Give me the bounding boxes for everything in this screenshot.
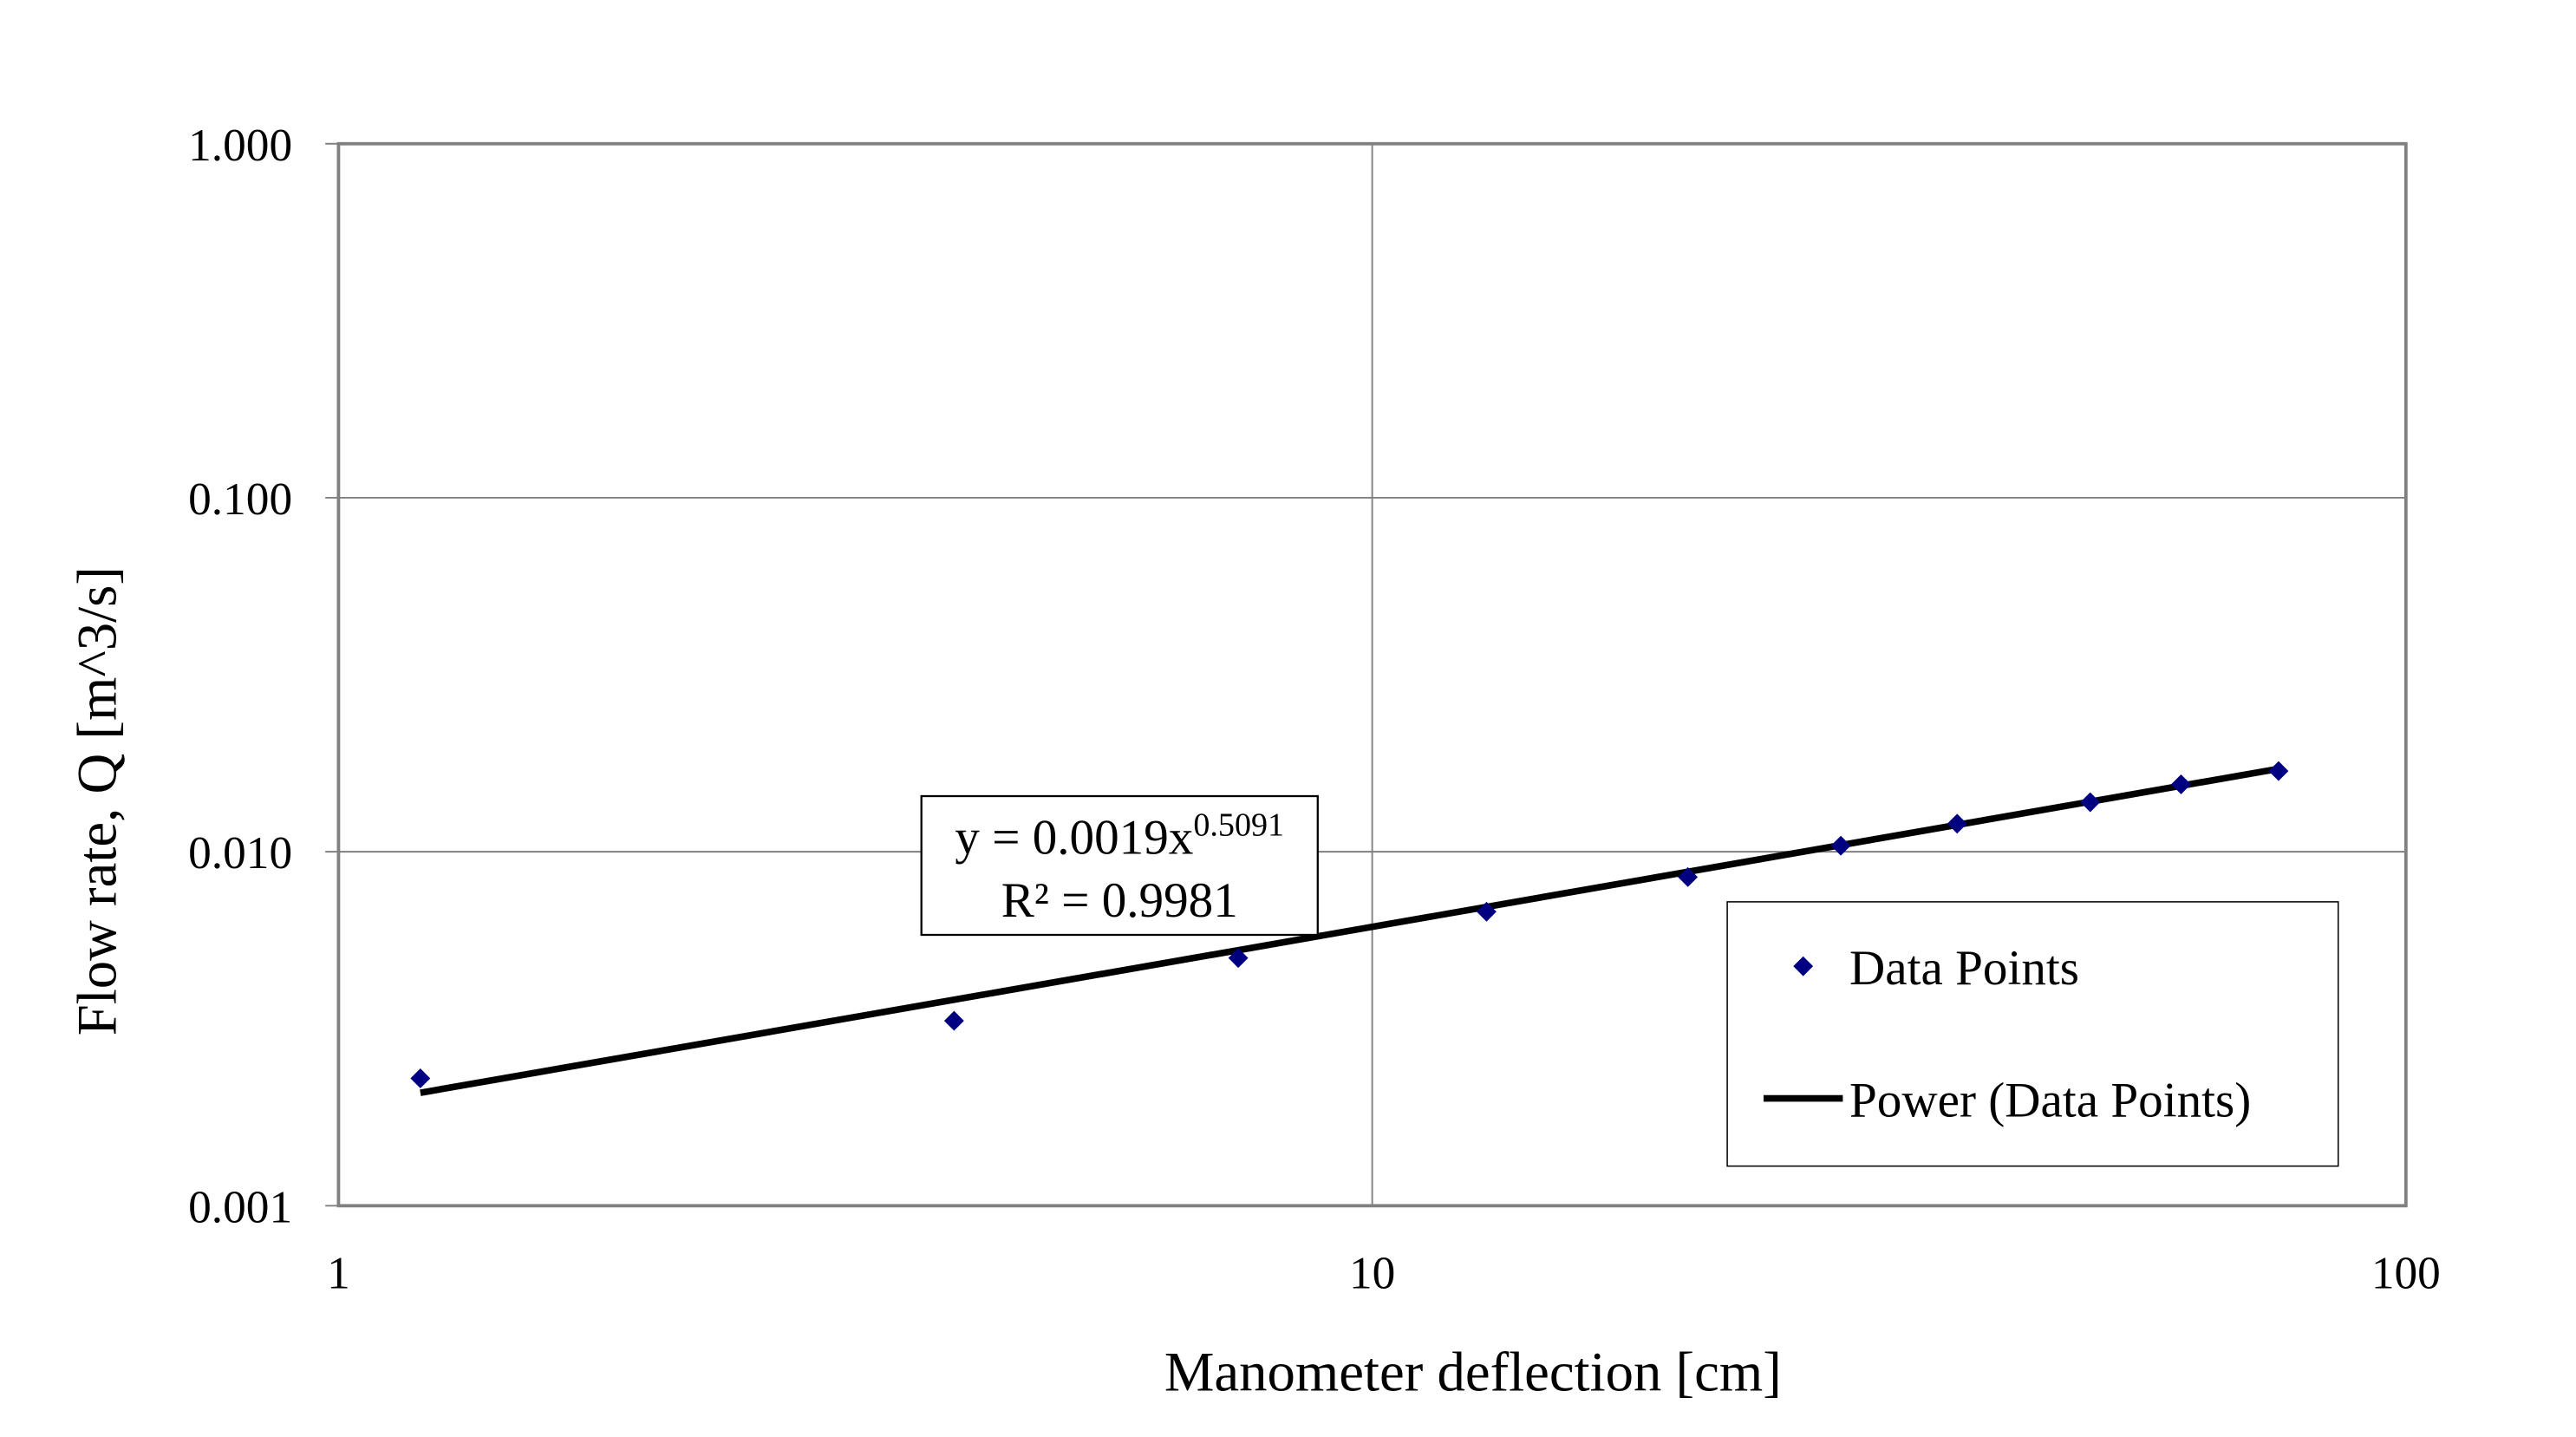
data-point [410,1068,431,1088]
data-point [1678,866,1699,887]
equation-box: y = 0.0019x0.5091 R² = 0.9981 [920,794,1319,937]
trendline [420,765,2279,1096]
data-point [1830,835,1851,856]
data-point [1228,948,1249,969]
x-axis: 1 10 100 [327,1247,2441,1299]
data-point [943,1010,964,1031]
legend-label-power: Power (Data Points) [1849,1073,2251,1127]
data-point [1477,901,1497,922]
data-point [2268,761,2289,781]
power-trendline [420,765,2279,1096]
x-tick-label: 100 [2371,1247,2441,1299]
y-tick-label: 1.000 [188,119,292,171]
equation-exponent: 0.5091 [1193,807,1284,844]
legend: Data Points Power (Data Points) [1726,901,2339,1167]
x-axis-label: Manometer deflection [cm] [1164,1342,1782,1404]
r-squared-text: R² = 0.9981 [1001,873,1238,928]
svg-text:y = 0.0019x0.5091: y = 0.0019x0.5091 [955,807,1284,865]
y-axis-label: Flow rate, Q [m^3/s] [66,566,128,1035]
y-tick-label: 0.100 [188,473,292,525]
legend-label-data-points: Data Points [1849,941,2079,996]
plot-area-border [336,141,2408,1208]
legend-marker-diamond [1793,956,1814,977]
x-tick-label: 10 [1349,1247,1395,1299]
data-point [1947,813,1967,834]
y-tick-label: 0.001 [188,1180,292,1232]
data-point [2080,792,2101,813]
y-tick-label: 0.010 [188,826,292,879]
y-axis: 0.001 0.010 0.100 1.000 [188,119,292,1233]
equation-text: y = 0.0019x [955,811,1193,865]
data-point [2171,774,2191,794]
x-tick-label: 1 [327,1247,350,1299]
